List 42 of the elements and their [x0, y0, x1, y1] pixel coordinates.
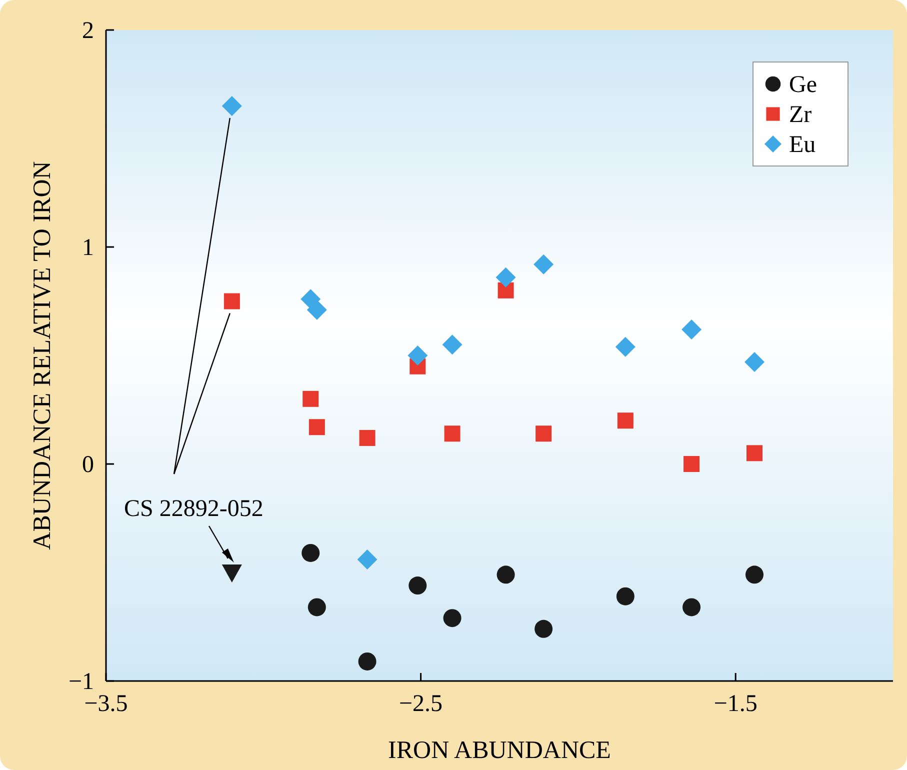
point [536, 426, 552, 442]
legend-label: Eu [789, 132, 816, 158]
point [358, 652, 376, 670]
point [357, 549, 378, 570]
point [408, 346, 428, 366]
point [534, 254, 554, 274]
point [617, 412, 634, 429]
annotation: CS 22892-052 [124, 496, 264, 522]
point [615, 336, 636, 357]
point [222, 564, 242, 582]
point [498, 282, 514, 298]
y-axis-title: ABUNDANCE RELATIVE TO IRON [29, 161, 56, 550]
point [682, 319, 702, 340]
legend-label: Ge [789, 72, 817, 98]
point [408, 576, 427, 595]
point [745, 566, 764, 584]
point [443, 609, 462, 628]
point [302, 390, 319, 407]
y-tick-label: 2 [82, 18, 94, 44]
point [442, 334, 462, 355]
point [534, 620, 553, 638]
point [496, 566, 515, 584]
point [496, 267, 516, 288]
x-tick-label: −2.5 [399, 691, 443, 717]
y-tick-label: 0 [82, 452, 94, 478]
point [444, 426, 460, 442]
point [684, 456, 700, 472]
point [744, 352, 764, 372]
y-tick-label: 1 [82, 235, 94, 261]
point [746, 445, 762, 462]
x-tick-label: −1.5 [714, 691, 758, 717]
point [359, 430, 376, 446]
point [306, 300, 327, 320]
point [308, 419, 325, 436]
point [616, 587, 634, 606]
x-axis-title: IRON ABUNDANCE [388, 737, 611, 764]
point [222, 96, 242, 116]
point [682, 598, 701, 616]
point [224, 293, 240, 310]
point [302, 544, 320, 562]
point [308, 598, 326, 616]
legend-label: Zr [789, 102, 812, 128]
